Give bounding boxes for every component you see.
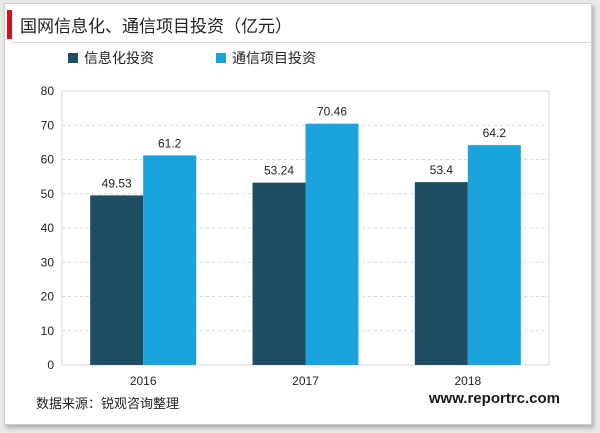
bar-series-2	[143, 155, 197, 365]
bar-series-2	[467, 145, 521, 365]
legend-label-series-2: 通信项目投资	[232, 51, 316, 67]
data-label: 61.2	[158, 136, 182, 150]
data-label: 53.4	[430, 163, 454, 177]
title-divider	[12, 42, 592, 43]
legend-swatch-series-1	[68, 53, 78, 63]
y-tick-label: 80	[41, 84, 55, 98]
bar-series-2	[305, 123, 359, 365]
source-note: 数据来源：锐观咨询整理	[36, 397, 180, 412]
bar-series-1	[90, 195, 144, 365]
chart-title: 国网信息化、通信项目投资（亿元）	[20, 17, 292, 37]
x-tick-label: 2018	[454, 374, 481, 388]
x-tick-label: 2017	[292, 374, 319, 388]
y-tick-label: 10	[41, 324, 55, 338]
title-accent-bar	[7, 10, 12, 39]
site-url: www.reportrc.com	[428, 390, 560, 407]
y-tick-label: 0	[47, 358, 54, 372]
bar-series-1	[252, 182, 306, 365]
bar-series-1	[414, 182, 468, 365]
legend-item-series-2: 通信项目投资	[216, 48, 316, 68]
y-tick-label: 70	[41, 118, 55, 132]
y-tick-label: 60	[41, 153, 55, 167]
y-tick-label: 20	[41, 290, 55, 304]
data-label: 53.24	[264, 164, 294, 178]
legend-swatch-series-2	[216, 53, 226, 63]
legend-label-series-1: 信息化投资	[84, 51, 154, 67]
x-tick-label: 2016	[130, 374, 157, 388]
data-label: 70.46	[317, 105, 347, 119]
y-tick-label: 40	[41, 221, 55, 235]
y-tick-label: 30	[41, 255, 55, 269]
y-tick-label: 50	[41, 187, 55, 201]
data-label: 64.2	[483, 126, 507, 140]
data-label: 49.53	[102, 176, 132, 190]
legend-item-series-1: 信息化投资	[68, 48, 154, 68]
